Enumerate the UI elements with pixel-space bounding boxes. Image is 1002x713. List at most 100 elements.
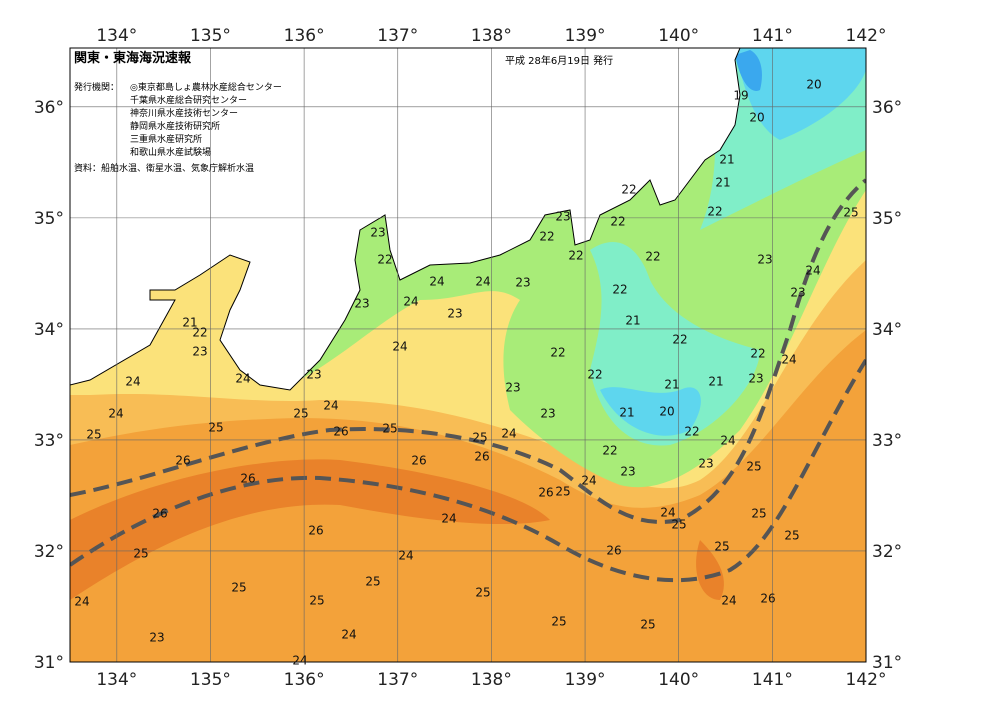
contour-label: 23 [757,253,772,267]
band-20 [600,48,866,436]
contour-label: 24 [721,594,736,608]
contour-label: 21 [664,378,679,392]
lon-label: 140° [658,26,699,46]
contour-label: 21 [708,375,723,389]
band-26 [696,540,724,600]
lon-label: 141° [752,26,793,46]
contour-label: 24 [323,399,338,413]
contour-label: 26 [152,507,167,521]
contour-label: 22 [750,347,765,361]
contour-label: 22 [602,444,617,458]
contour-label: 23 [306,368,321,382]
contour-label: 25 [309,594,324,608]
lat-label: 34° [34,320,64,340]
lat-label: 35° [34,209,64,229]
contour-label: 20 [806,78,821,92]
issuer: 静岡県水産技術研究所 [130,120,220,132]
contour-label: 25 [746,460,761,474]
contour-label: 22 [587,368,602,382]
lat-label: 36° [34,98,64,118]
contour-label: 21 [619,406,634,420]
contour-label: 22 [550,346,565,360]
contour-label: 25 [714,540,729,554]
contour-label: 20 [749,111,764,125]
contour-label: 24 [441,512,456,526]
contour-label: 23 [149,631,164,645]
contour-label: 25 [784,529,799,543]
issuer-label: 発行機関： [74,81,119,93]
contour-label: 22 [612,283,627,297]
contour-label: 23 [748,372,763,386]
contour-label: 22 [645,250,660,264]
contour-label: 22 [568,249,583,263]
band-26 [70,459,550,600]
contour-label: 20 [659,405,674,419]
lat-label: 34° [872,320,902,340]
lon-label: 136° [284,26,325,46]
lon-label: 135° [190,670,231,690]
contour-label: 22 [610,215,625,229]
issuer: ◎東京都島しょ農林水産総合センター [130,81,282,93]
contour-label: 26 [240,472,255,486]
contour-label: 25 [640,618,655,632]
land [70,48,741,391]
issuer: 和歌山県水産試験場 [130,146,211,158]
contour-label: 24 [805,264,820,278]
contour-label: 24 [292,654,307,668]
contour-label: 25 [382,422,397,436]
contour-label: 23 [192,345,207,359]
lat-label: 33° [872,431,902,451]
lat-label: 31° [872,653,902,673]
contour-label: 25 [133,547,148,561]
contour-label: 26 [333,425,348,439]
lon-label: 139° [565,26,606,46]
issuer: 神奈川県水産技術センター [130,107,238,119]
contour-label: 24 [341,628,356,642]
kuroshio-axis [70,178,866,524]
lon-label: 138° [471,670,512,690]
contour-label: 26 [760,592,775,606]
contour-label: 22 [539,230,554,244]
contour-label: 23 [505,381,520,395]
contour-label: 26 [308,524,323,538]
contour-label: 23 [540,407,555,421]
lon-label: 135° [190,26,231,46]
contour-label: 21 [182,316,197,330]
lat-label: 36° [872,98,902,118]
lon-label: 141° [752,670,793,690]
contour-label: 26 [411,454,426,468]
contour-label: 23 [370,226,385,240]
issuer: 三重県水産研究所 [130,133,202,145]
contour-label: 24 [475,275,490,289]
lat-label: 31° [34,653,64,673]
band-19 [735,50,762,91]
contour-label: 19 [733,89,748,103]
contour-label: 24 [429,275,444,289]
contour-label: 25 [555,485,570,499]
contour-label: 22 [707,205,722,219]
map-frame [69,47,867,663]
contour-label: 23 [555,210,570,224]
contour-label: 24 [581,474,596,488]
contour-label: 22 [377,253,392,267]
lat-label: 33° [34,431,64,451]
contour-label: 24 [660,506,675,520]
contour-label: 25 [475,586,490,600]
lon-label: 137° [377,26,418,46]
issuer: 千葉県水産総合研究センター [130,94,247,106]
lon-label: 137° [377,670,418,690]
contour-label: 25 [365,575,380,589]
contour-label: 24 [403,295,418,309]
lat-label: 32° [872,542,902,562]
contour-label: 22 [672,333,687,347]
contour-label: 22 [684,425,699,439]
contour-label: 21 [719,153,734,167]
lat-label: 32° [34,542,64,562]
contour-label: 24 [781,353,796,367]
lon-label: 142° [846,670,887,690]
contour-label: 24 [501,427,516,441]
contour-label: 26 [474,450,489,464]
contour-label: 25 [843,206,858,220]
contour-label: 23 [515,276,530,290]
